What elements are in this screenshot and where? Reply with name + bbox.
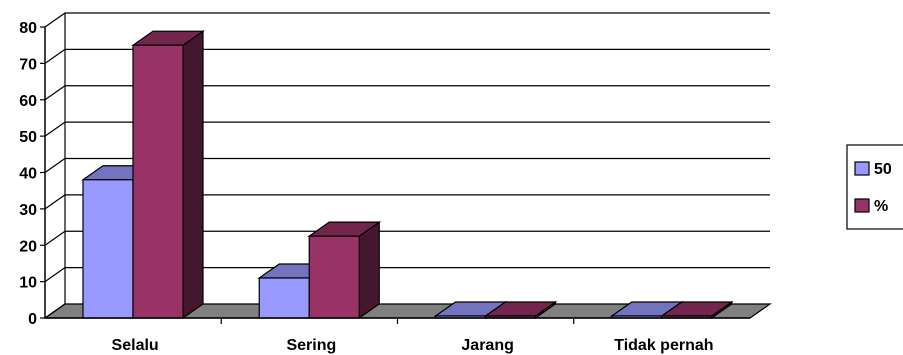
y-tick-label: 50 xyxy=(19,129,37,146)
y-tick-label: 60 xyxy=(19,93,37,110)
y-tick-label: 30 xyxy=(19,202,37,219)
y-tick-label: 0 xyxy=(28,311,37,328)
y-tick-label: 40 xyxy=(19,166,37,183)
y-tick-label: 70 xyxy=(19,56,37,73)
x-tick-label: Jarang xyxy=(461,337,513,354)
gridline xyxy=(44,267,770,283)
x-axis: Selalu Sering Jarang Tidak pernah xyxy=(45,317,750,354)
bar-front xyxy=(82,179,134,319)
legend-swatch xyxy=(854,198,870,213)
legend-label: 50 xyxy=(874,161,892,178)
bar xyxy=(483,300,558,320)
legend-label: % xyxy=(874,198,888,215)
x-tick-label: Selalu xyxy=(112,337,159,354)
bar-side xyxy=(358,221,380,320)
legend-box xyxy=(846,144,903,230)
wall-edge xyxy=(44,303,66,319)
y-tick-label: 10 xyxy=(19,275,37,292)
x-tick-label: Tidak pernah xyxy=(614,337,713,354)
bar xyxy=(307,221,382,320)
legend: 50% xyxy=(846,144,903,230)
bar-front xyxy=(308,235,360,319)
gridline xyxy=(44,230,770,246)
legend-swatch xyxy=(854,161,870,176)
gridline xyxy=(44,194,770,210)
bar-front xyxy=(132,44,184,319)
gridlines xyxy=(44,12,770,283)
gridline xyxy=(44,121,770,137)
bars xyxy=(81,30,734,320)
y-tick-label: 80 xyxy=(19,20,37,37)
gridline xyxy=(44,85,770,101)
gridline xyxy=(44,48,770,64)
bar-front xyxy=(258,277,310,319)
gridline xyxy=(44,12,770,28)
y-tick-label: 20 xyxy=(19,238,37,255)
bar xyxy=(131,30,205,320)
gridline xyxy=(44,157,770,173)
x-tick-label: Sering xyxy=(286,337,336,354)
bar-side xyxy=(182,30,204,320)
y-axis: 0 10 20 30 40 50 60 70 80 xyxy=(19,20,46,328)
